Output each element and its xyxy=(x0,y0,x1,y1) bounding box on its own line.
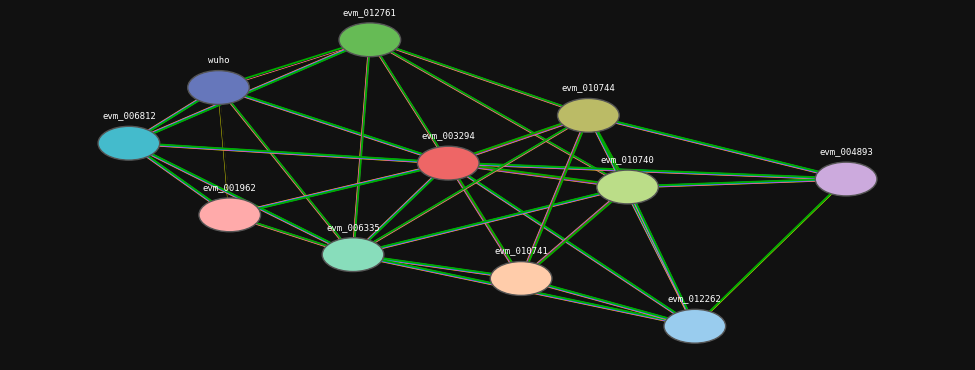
Text: evm_006812: evm_006812 xyxy=(102,111,156,120)
Ellipse shape xyxy=(815,162,877,196)
Ellipse shape xyxy=(98,126,160,160)
Ellipse shape xyxy=(664,309,725,343)
Text: evm_010744: evm_010744 xyxy=(562,84,615,92)
Text: evm_012262: evm_012262 xyxy=(668,295,721,303)
Text: evm_006335: evm_006335 xyxy=(327,223,380,232)
Text: wuho: wuho xyxy=(208,56,229,65)
Ellipse shape xyxy=(339,23,401,57)
Text: evm_001962: evm_001962 xyxy=(203,183,256,192)
Ellipse shape xyxy=(597,170,658,204)
Text: evm_004893: evm_004893 xyxy=(819,147,873,156)
Ellipse shape xyxy=(322,238,384,272)
Text: evm_010740: evm_010740 xyxy=(601,155,654,164)
Ellipse shape xyxy=(490,262,552,295)
Ellipse shape xyxy=(558,98,619,132)
Text: evm_010741: evm_010741 xyxy=(494,247,548,256)
Ellipse shape xyxy=(417,146,479,180)
Text: evm_012761: evm_012761 xyxy=(343,8,397,17)
Ellipse shape xyxy=(199,198,260,232)
Ellipse shape xyxy=(188,71,250,104)
Text: evm_003294: evm_003294 xyxy=(421,131,475,140)
